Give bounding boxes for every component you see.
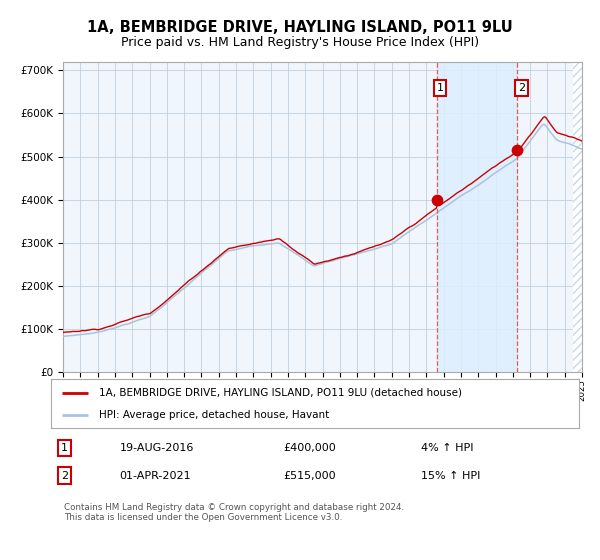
Text: £515,000: £515,000 [283, 470, 336, 480]
Point [512, 146, 522, 155]
Text: £400,000: £400,000 [283, 443, 336, 453]
Bar [574, 62, 582, 372]
Text: 2: 2 [518, 83, 525, 93]
Text: 1A, BEMBRIDGE DRIVE, HAYLING ISLAND, PO11 9LU: 1A, BEMBRIDGE DRIVE, HAYLING ISLAND, PO1… [87, 20, 513, 35]
Text: HPI: Average price, detached house, Havant: HPI: Average price, detached house, Hava… [98, 409, 329, 419]
Text: 2: 2 [61, 470, 68, 480]
Point [433, 195, 442, 204]
Text: Contains HM Land Registry data © Crown copyright and database right 2024.
This d: Contains HM Land Registry data © Crown c… [64, 503, 404, 522]
Text: 1: 1 [436, 83, 443, 93]
Text: 01-APR-2021: 01-APR-2021 [119, 470, 191, 480]
Text: 1: 1 [61, 443, 68, 453]
Bar [437, 62, 517, 372]
Bar [574, 62, 582, 372]
Text: 1A, BEMBRIDGE DRIVE, HAYLING ISLAND, PO11 9LU (detached house): 1A, BEMBRIDGE DRIVE, HAYLING ISLAND, PO1… [98, 388, 461, 398]
Text: Price paid vs. HM Land Registry's House Price Index (HPI): Price paid vs. HM Land Registry's House … [121, 36, 479, 49]
Text: 15% ↑ HPI: 15% ↑ HPI [421, 470, 480, 480]
Text: 4% ↑ HPI: 4% ↑ HPI [421, 443, 473, 453]
Text: 19-AUG-2016: 19-AUG-2016 [119, 443, 194, 453]
